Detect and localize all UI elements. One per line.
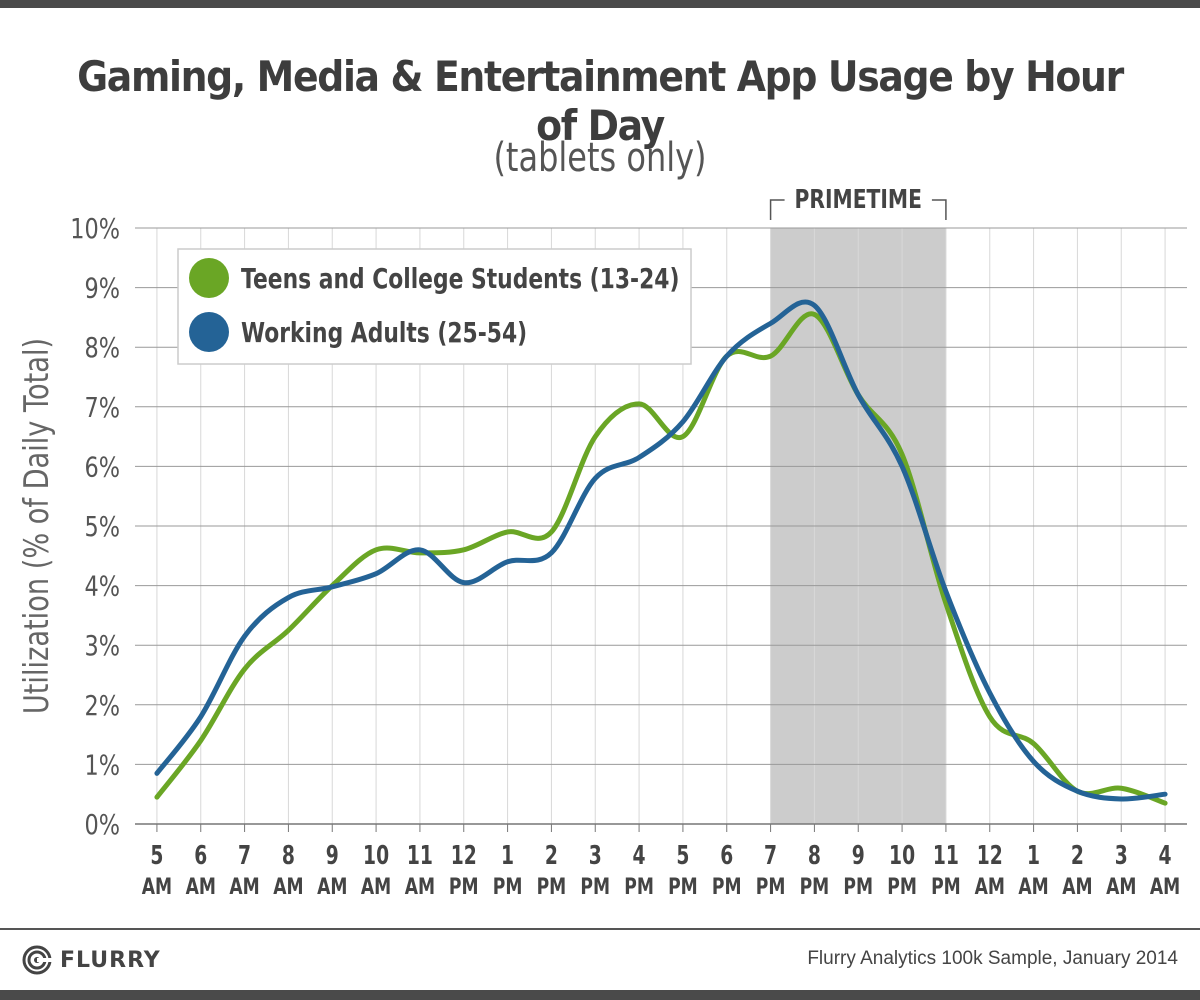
primetime-label: PRIMETIME: [795, 185, 922, 215]
x-tick-label-period: AM: [361, 874, 391, 900]
x-tick-label-period: AM: [229, 874, 259, 900]
x-tick-label-period: PM: [931, 874, 961, 900]
x-tick-label-hour: 5: [150, 841, 163, 871]
y-axis-title: Utilization (% of Daily Total): [17, 338, 57, 714]
x-tick-label-period: PM: [712, 874, 742, 900]
primetime-bracket-right: [931, 199, 947, 220]
x-tick-label-hour: 11: [407, 841, 433, 871]
x-tick-label-hour: 5: [676, 841, 689, 871]
top-bar: [0, 0, 1200, 8]
legend-box: [177, 248, 692, 365]
x-tick-label-hour: 6: [194, 841, 207, 871]
x-tick-label-period: PM: [887, 874, 917, 900]
x-tick-label-period: PM: [843, 874, 873, 900]
x-tick-label-hour: 10: [889, 841, 915, 871]
x-tick-label-hour: 7: [764, 841, 777, 871]
y-tick-label: 7%: [84, 390, 120, 423]
bottom-bar: [0, 990, 1200, 1000]
legend-swatch: [189, 258, 229, 298]
series-line-adults: [154, 299, 1168, 802]
x-tick-label-hour: 3: [589, 841, 602, 871]
legend-label: Teens and College Students (13-24): [241, 262, 679, 294]
legend-label: Working Adults (25-54): [241, 316, 527, 348]
x-tick-label-period: AM: [273, 874, 303, 900]
y-tick-label: 1%: [84, 748, 120, 781]
x-tick-label-hour: 9: [326, 841, 339, 871]
flurry-logo: FLURRY: [22, 944, 161, 976]
x-tick-label-period: AM: [317, 874, 347, 900]
x-tick-label-hour: 2: [545, 841, 558, 871]
y-tick-label: 8%: [84, 331, 120, 364]
chart-subtitle: (tablets only): [493, 135, 707, 181]
source-note: Flurry Analytics 100k Sample, January 20…: [807, 948, 1178, 969]
x-tick-label-hour: 6: [720, 841, 733, 871]
x-tick-label-period: PM: [493, 874, 523, 900]
y-tick-label: 5%: [84, 509, 120, 542]
x-tick-label-period: AM: [1106, 874, 1136, 900]
x-tick-label-hour: 4: [633, 841, 646, 871]
line-chart: 0%1%2%3%4%5%6%7%8%9%10%PRIMETIME5AM6AM7A…: [17, 185, 1187, 900]
x-tick-label-period: PM: [800, 874, 830, 900]
x-tick-label-period: PM: [668, 874, 698, 900]
x-tick-label-hour: 8: [282, 841, 295, 871]
x-tick-label-period: AM: [1062, 874, 1092, 900]
x-tick-label-hour: 4: [1159, 841, 1172, 871]
x-tick-label-period: PM: [580, 874, 610, 900]
chart-title: Gaming, Media & Entertainment App Usage …: [77, 52, 1124, 150]
y-tick-label: 0%: [84, 807, 120, 840]
y-tick-label: 3%: [84, 629, 120, 662]
y-tick-label: 4%: [84, 569, 120, 602]
x-tick-label-period: PM: [624, 874, 654, 900]
y-tick-label: 9%: [84, 271, 120, 304]
logo-text: FLURRY: [60, 947, 161, 973]
x-tick-label-hour: 9: [852, 841, 865, 871]
y-tick-label: 2%: [84, 688, 120, 721]
primetime-bracket-left: [769, 199, 785, 220]
x-tick-label-hour: 7: [238, 841, 251, 871]
x-tick-label-hour: 1: [1027, 841, 1040, 871]
legend-swatch: [189, 312, 229, 352]
x-tick-label-period: PM: [756, 874, 786, 900]
x-tick-label-hour: 12: [977, 841, 1003, 871]
x-tick-label-hour: 1: [501, 841, 514, 871]
x-tick-label-period: AM: [975, 874, 1005, 900]
footer-divider: [0, 928, 1200, 930]
x-tick-label-period: AM: [1150, 874, 1180, 900]
x-tick-label-period: AM: [142, 874, 172, 900]
x-tick-label-hour: 8: [808, 841, 821, 871]
x-tick-label-hour: 2: [1071, 841, 1084, 871]
flurry-logo-icon: [22, 945, 52, 975]
x-tick-label-hour: 12: [451, 841, 477, 871]
x-tick-label-period: PM: [537, 874, 567, 900]
y-tick-label: 10%: [70, 211, 120, 244]
x-tick-label-hour: 10: [363, 841, 389, 871]
y-tick-label: 6%: [84, 450, 120, 483]
x-tick-label-period: AM: [1018, 874, 1048, 900]
x-tick-label-period: AM: [405, 874, 435, 900]
series-line-teens: [154, 311, 1168, 806]
x-tick-label-hour: 11: [933, 841, 959, 871]
x-tick-label-period: AM: [186, 874, 216, 900]
x-tick-label-period: PM: [449, 874, 479, 900]
x-tick-label-hour: 3: [1115, 841, 1128, 871]
